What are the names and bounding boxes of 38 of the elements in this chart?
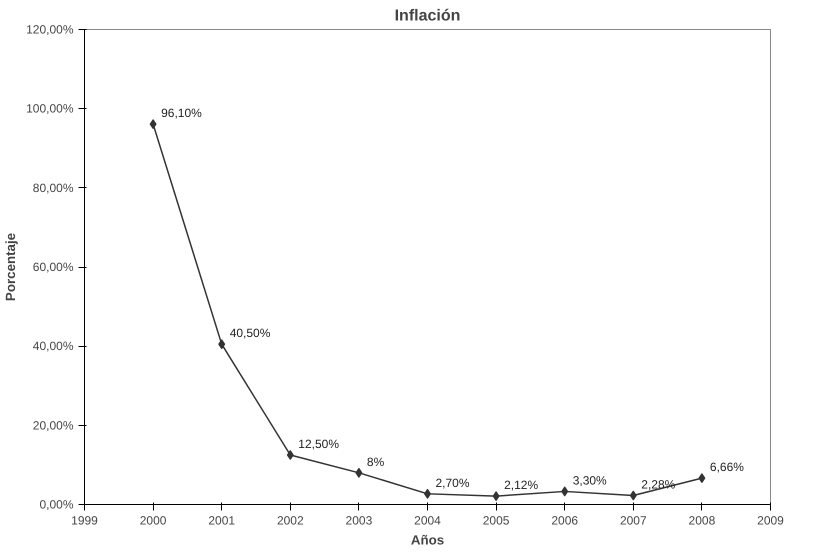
x-tick-label: 2004 <box>414 514 442 528</box>
x-tick-label: 1999 <box>71 514 98 528</box>
data-label: 6,66% <box>710 460 744 474</box>
data-label: 40,50% <box>230 326 271 340</box>
x-tick-label: 2001 <box>208 514 236 528</box>
point <box>150 119 157 130</box>
x-tick-label: 2005 <box>482 514 510 528</box>
y-tick-label: 120,00% <box>26 22 74 36</box>
y-axis-title: Porcentaje <box>3 232 18 302</box>
x-tick-label: 2000 <box>140 514 167 528</box>
data-label: 2,70% <box>436 476 470 490</box>
data-label: 3,30% <box>572 473 608 488</box>
x-tick-label: 2007 <box>620 514 647 528</box>
y-tick-label: 20,00% <box>32 418 74 432</box>
point <box>218 339 226 350</box>
x-tick-label: 2009 <box>757 514 784 528</box>
x-tick-label: 2003 <box>346 514 373 528</box>
point <box>698 473 706 484</box>
x-tick-label: 2002 <box>276 514 304 528</box>
data-label: 8% <box>366 454 385 469</box>
point <box>630 490 637 500</box>
point <box>286 450 294 460</box>
data-label: 96,10% <box>161 106 202 120</box>
point <box>561 486 568 496</box>
chart-title: Inflación <box>394 8 460 24</box>
data-label: 12,50% <box>298 437 340 452</box>
x-axis-title: Años <box>410 532 444 548</box>
point <box>355 468 362 478</box>
y-tick-label: 100,00% <box>26 102 74 116</box>
y-tick-label: 60,00% <box>32 260 74 274</box>
y-tick-label: 80,00% <box>32 180 74 195</box>
data-label: 2,12% <box>504 478 538 492</box>
y-tick-label: 40,00% <box>32 339 74 354</box>
data-label: 2,28% <box>641 477 676 492</box>
x-tick-label: 2008 <box>688 514 716 528</box>
y-tick-label: 0,00% <box>39 498 74 512</box>
x-tick-label: 2006 <box>551 514 578 528</box>
point <box>492 491 500 502</box>
